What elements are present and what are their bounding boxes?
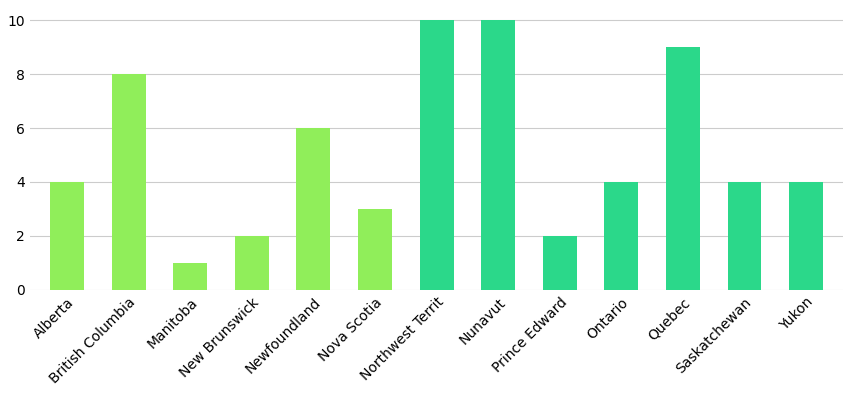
- Bar: [420, 20, 454, 290]
- Bar: [728, 182, 762, 290]
- Bar: [789, 182, 823, 290]
- Bar: [235, 236, 269, 290]
- Bar: [173, 263, 207, 290]
- Bar: [604, 182, 638, 290]
- Bar: [111, 74, 145, 290]
- Bar: [50, 182, 84, 290]
- Bar: [297, 128, 331, 290]
- Bar: [481, 20, 515, 290]
- Bar: [666, 47, 700, 290]
- Bar: [543, 236, 576, 290]
- Bar: [358, 209, 392, 290]
